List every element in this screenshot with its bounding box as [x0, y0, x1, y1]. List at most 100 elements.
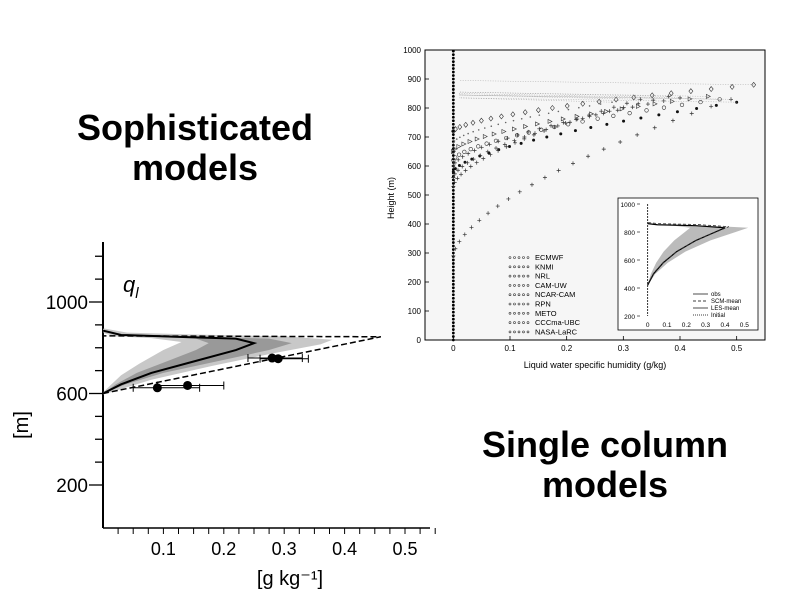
- right-zero-marker: [451, 178, 455, 182]
- right-series-marker-NRL: [687, 96, 693, 102]
- right-series-marker-ECMWF: [522, 109, 528, 116]
- right-legend-label-rpn: RPN: [535, 300, 551, 309]
- inset-frame: [617, 197, 759, 331]
- right-series-marker-NRL: [482, 133, 488, 139]
- right-zero-marker: [451, 199, 455, 203]
- right-zero-marker: [451, 182, 455, 185]
- right-series-marker-METO: [474, 160, 479, 165]
- right-y-axis-label: Height (m): [386, 177, 396, 219]
- right-series-marker-NRL: [452, 146, 458, 152]
- inset-x-tick-label: 0.4: [720, 322, 729, 329]
- right-series-marker-ECMWF: [688, 88, 694, 95]
- right-legend-symbol: [513, 311, 516, 315]
- right-series-marker-METO: [531, 132, 536, 137]
- right-series-marker-CCCma-UBC: [578, 106, 580, 109]
- right-series-marker-CCCma-UBC: [497, 123, 500, 126]
- right-legend-symbol: [517, 330, 521, 334]
- inset-y-tick-label: 400: [624, 286, 635, 293]
- right-legend-symbol: [517, 256, 521, 259]
- inset-spread-band: [647, 223, 749, 286]
- right-legend-symbol: [513, 321, 516, 324]
- right-series-marker-NASA-LaRC: [580, 119, 585, 124]
- right-series-marker-METO: [463, 168, 468, 173]
- right-zero-marker: [451, 112, 455, 116]
- right-series-marker-METO: [513, 140, 518, 145]
- left-x-tick-label: 0.4: [332, 539, 357, 559]
- right-series-marker-KNMI: [652, 125, 657, 130]
- right-series-marker-KNMI: [689, 111, 694, 116]
- right-zero-marker: [451, 335, 455, 338]
- right-series-marker-CCCma-UBC: [504, 121, 507, 124]
- right-series-marker-KNMI: [451, 253, 456, 258]
- right-series-marker-CAM-UW: [456, 157, 461, 162]
- right-series-marker-CCCma-UBC: [567, 108, 570, 111]
- left-obs-point: [183, 380, 193, 390]
- right-x-tick-label: 0.5: [731, 344, 743, 353]
- right-series-marker-NCAR-CAM: [545, 135, 549, 139]
- right-series-marker-METO: [481, 156, 486, 161]
- right-zero-marker: [451, 213, 455, 217]
- right-legend-symbol: [526, 265, 530, 269]
- right-series-marker-RPN: [471, 157, 476, 162]
- right-legend-symbol: [522, 330, 525, 334]
- right-legend-symbol: [517, 293, 521, 297]
- right-series-marker-ECMWF: [453, 126, 458, 133]
- right-series-marker-KNMI: [457, 239, 462, 244]
- right-legend-label-nrl: NRL: [535, 272, 550, 281]
- right-legend-label-cccma-ubc: CCCma-UBC: [535, 318, 581, 327]
- right-series-marker-CAM-UW: [452, 160, 457, 165]
- right-series-marker-RPN: [485, 149, 490, 154]
- right-series-marker-NASA-LaRC: [476, 144, 481, 149]
- inset-legend-label: SCM-mean: [711, 299, 741, 305]
- inset-y-tick-label: 1000: [621, 202, 636, 209]
- inset-x-tick-label: 0.3: [701, 322, 710, 329]
- right-series-marker-ECMWF: [580, 100, 586, 107]
- right-y-tick-label: 1000: [403, 46, 421, 55]
- right-series-marker-RPN: [478, 153, 483, 158]
- right-legend-symbol: [513, 330, 516, 334]
- right-zero-marker: [451, 269, 455, 272]
- right-series-marker-METO: [496, 148, 501, 153]
- left-y-tick-label: 1000: [46, 293, 88, 314]
- inset-x-tick-label: 0.5: [740, 322, 749, 329]
- right-zero-marker: [451, 258, 455, 262]
- right-zero-marker: [451, 234, 455, 238]
- right-series-marker-NASA-LaRC: [504, 135, 509, 141]
- left-x-tick-label: 0.1: [151, 539, 176, 559]
- left-y-tick-label: 200: [56, 476, 88, 497]
- right-series-marker-NRL: [547, 118, 553, 124]
- right-series-marker-RPN: [607, 109, 612, 114]
- right-series-marker-NCAR-CAM: [559, 132, 563, 136]
- right-zero-marker: [451, 251, 455, 255]
- right-series-marker-KNMI: [462, 232, 467, 237]
- inset-x-tick-label: 0.1: [662, 322, 671, 329]
- right-series-marker-RPN: [593, 112, 598, 117]
- right-zero-marker: [451, 230, 455, 234]
- right-series-marker-METO: [611, 105, 616, 110]
- right-zero-marker: [451, 279, 455, 283]
- right-zero-marker: [451, 192, 455, 196]
- right-series-marker-NRL: [560, 116, 566, 122]
- right-zero-marker: [451, 310, 455, 314]
- right-series-top-ECMWF: [458, 80, 754, 85]
- right-series-marker-CAM-UW: [451, 164, 456, 168]
- right-zero-marker: [451, 136, 455, 140]
- right-series-marker-METO: [452, 180, 457, 185]
- right-series-marker-RPN: [452, 171, 457, 176]
- right-series-marker-CCCma-UBC: [467, 132, 469, 135]
- left-obs-point: [273, 354, 283, 364]
- right-zero-marker: [451, 262, 455, 265]
- right-legend-symbol: [526, 321, 530, 324]
- right-series-top-METO: [458, 94, 641, 100]
- right-x-tick-label: 0.1: [504, 344, 516, 353]
- right-series-marker-KNMI: [486, 211, 491, 216]
- right-series-top-NASA-LaRC: [458, 94, 720, 100]
- right-x-tick-label: 0.4: [674, 344, 686, 353]
- right-series-marker-ECMWF: [631, 94, 637, 101]
- right-series-marker-METO: [468, 164, 473, 169]
- right-series-marker-KNMI: [506, 196, 511, 201]
- right-zero-marker: [451, 67, 455, 70]
- right-zero-marker: [451, 81, 455, 84]
- right-series-marker-RPN: [465, 160, 470, 165]
- right-zero-marker: [451, 56, 455, 60]
